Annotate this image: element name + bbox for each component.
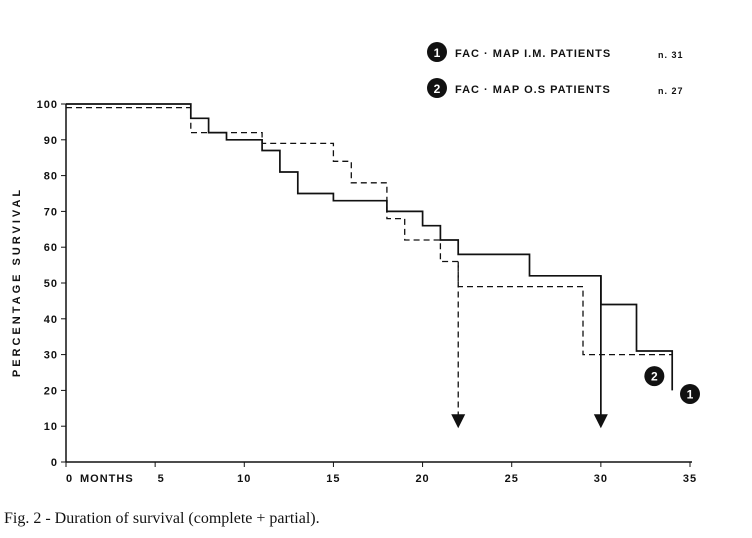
legend-label-1: FAC · MAP I.M. PATIENTS <box>455 48 611 60</box>
legend: 1 FAC · MAP I.M. PATIENTS n. 31 2 FAC · … <box>427 42 684 98</box>
arrow-layer <box>451 261 608 429</box>
figure-caption: Fig. 2 - Duration of survival (complete … <box>4 510 320 527</box>
x-ticks: 0 5 10 15 20 25 30 35 <box>65 462 697 485</box>
legend-badge-2 <box>427 78 447 98</box>
legend-label-2: FAC · MAP O.S PATIENTS <box>455 84 611 96</box>
series-end-badge-label-1: 1 <box>687 387 694 401</box>
legend-badge-1 <box>427 42 447 62</box>
x-tick-label: 35 <box>683 473 697 485</box>
series-end-badge-1 <box>680 383 700 404</box>
x-tick-label: 10 <box>237 473 251 485</box>
y-ticks: 0 10 20 30 40 50 60 70 80 90 100 <box>37 99 66 469</box>
x-tick-label: 20 <box>415 473 429 485</box>
x-tick-label: 15 <box>326 473 340 485</box>
arrow-head-1 <box>451 414 466 429</box>
legend-n-1: n. 31 <box>658 50 684 60</box>
series-end-labels: 12 <box>644 366 700 404</box>
series-end-badge-label-2: 2 <box>651 370 658 384</box>
y-tick-label: 100 <box>37 99 58 111</box>
y-tick-label: 10 <box>44 421 58 433</box>
y-tick-label: 50 <box>44 278 58 290</box>
arrow-head-2 <box>593 414 608 429</box>
legend-entry-2: 2 FAC · MAP O.S PATIENTS n. 27 <box>427 78 684 98</box>
series-layer <box>66 103 674 391</box>
y-tick-label: 20 <box>44 385 58 397</box>
x-axis-label: MONTHS <box>80 473 134 485</box>
series-line-1 <box>66 103 674 391</box>
legend-n-2: n. 27 <box>658 86 684 96</box>
y-tick-label: 0 <box>51 457 58 469</box>
y-tick-label: 70 <box>44 206 58 218</box>
legend-entry-1: 1 FAC · MAP I.M. PATIENTS n. 31 <box>427 42 684 62</box>
y-tick-label: 30 <box>44 350 58 362</box>
series-end-badge-2 <box>644 366 665 387</box>
x-tick-label: 30 <box>594 473 608 485</box>
y-tick-label: 90 <box>44 135 58 147</box>
y-axis-label: PERCENTAGE SURVIVAL <box>11 187 23 377</box>
legend-badge-1-label: 1 <box>434 46 441 60</box>
y-tick-label: 40 <box>44 314 58 326</box>
legend-badge-2-label: 2 <box>434 82 441 96</box>
x-tick-label: 25 <box>505 473 519 485</box>
x-tick-label: 0 <box>66 473 73 485</box>
x-tick-label: 5 <box>158 473 165 485</box>
y-tick-label: 80 <box>44 171 58 183</box>
series-line-2 <box>66 106 673 356</box>
y-tick-label: 60 <box>44 242 58 254</box>
